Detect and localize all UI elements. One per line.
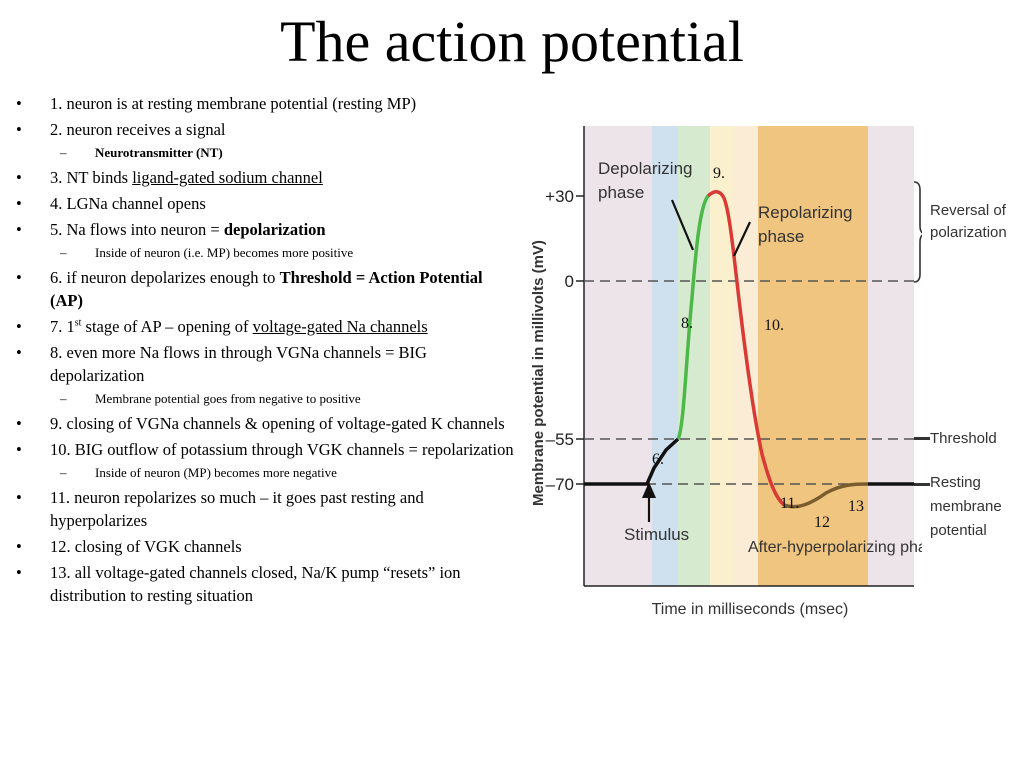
bullet-item: 11. neuron repolarizes so much – it goes… [16, 486, 516, 532]
bullet-item: 9. closing of VGNa channels & opening of… [16, 412, 516, 435]
step-label-13: 13 [848, 498, 864, 515]
after-hyperpolarizing-label: After-hyperpolarizing phase [748, 539, 922, 556]
bullet-text: 13. all voltage-gated channels closed, N… [50, 563, 461, 605]
after-hyperpolarizing-band [758, 126, 868, 586]
slide-title: The action potential [280, 9, 744, 74]
bullet-item: 5. Na flows into neuron = depolarization [16, 218, 516, 241]
bullet-item: 7. 1st stage of AP – opening of voltage-… [16, 315, 516, 338]
repolarizing-curve [722, 197, 786, 507]
stimulus-arrowhead [642, 482, 656, 498]
bullet-text: 9. closing of VGNa channels & opening of… [50, 414, 505, 433]
threshold-label: Threshold [930, 430, 997, 447]
step-label-10: 10. [764, 317, 784, 334]
bullet-item: 4. LGNa channel opens [16, 192, 516, 215]
sub-bullet-item: Neurotransmitter (NT) [16, 144, 516, 161]
step-label-12: 12 [814, 514, 830, 531]
step-label-11: 11. [780, 495, 799, 512]
bullet-text: 5. Na flows into neuron = [50, 220, 224, 239]
threshold-bar [914, 437, 930, 440]
y-axis-label: Membrane potential in millivolts (mV) [530, 240, 547, 506]
resting-bar [914, 483, 930, 486]
repolarizing-pointer [733, 221, 751, 257]
resting-curve [584, 437, 680, 486]
bullet-text: 8. even more Na flows in through VGNa ch… [50, 343, 427, 385]
depolarizing-label-line2: phase [598, 183, 644, 202]
after-hyperpolarizing-curve [783, 482, 869, 509]
bullet-text: depolarization [223, 220, 326, 239]
depolarizing-label-line1: Depolarizing [598, 159, 693, 178]
bullet-text: Threshold = Action Potential (AP) [50, 268, 483, 310]
bullet-item: 12. closing of VGK channels [16, 535, 516, 558]
reversal-label-line2: polarization [930, 224, 1007, 241]
bullet-text: 4. LGNa channel opens [50, 194, 206, 213]
tick-label-plus30: +30 [545, 187, 574, 206]
bullet-text: ligand-gated sodium channel [132, 168, 323, 187]
tick-label-minus55: –55 [546, 430, 574, 449]
stimulus-band [652, 126, 678, 586]
resting-label-line1: Resting [930, 474, 981, 491]
bullet-item: 3. NT binds ligand-gated sodium channel [16, 166, 516, 189]
repolarizing-label-line1: Repolarizing [758, 203, 853, 222]
reversal-brace [913, 181, 922, 283]
bullet-text: 7. 1 [50, 317, 75, 336]
step-label-8: 8. [681, 315, 693, 332]
peak-curve [706, 190, 726, 199]
sub-bullet-item: Inside of neuron (i.e. MP) becomes more … [16, 244, 516, 261]
resting-label-line2: membrane [930, 498, 1002, 515]
bullet-item: 13. all voltage-gated channels closed, N… [16, 561, 516, 607]
peak-band [710, 126, 734, 586]
bullet-text: Neurotransmitter (NT) [95, 145, 223, 160]
step-label-6: 6. [652, 451, 664, 468]
tick-label-0: 0 [565, 272, 574, 291]
sub-bullet-item: Membrane potential goes from negative to… [16, 390, 516, 407]
bullet-text: Inside of neuron (i.e. MP) becomes more … [95, 245, 354, 260]
depolarizing-pointer [670, 199, 695, 251]
bullet-text: Inside of neuron (MP) becomes more negat… [95, 465, 337, 480]
bullet-text: Membrane potential goes from negative to… [95, 391, 361, 406]
bullet-text: 12. closing of VGK channels [50, 537, 242, 556]
bullet-text: 10. BIG outflow of potassium through VGK… [50, 440, 514, 459]
bullet-text: stage of AP – opening of [81, 317, 253, 336]
tick-label-minus70: –70 [546, 475, 574, 494]
bullet-item: 6. if neuron depolarizes enough to Thres… [16, 266, 516, 312]
bullet-text: voltage-gated Na channels [252, 317, 428, 336]
bullet-item: 2. neuron receives a signal [16, 118, 516, 141]
right-labels: Reversal of polarization Threshold Resti… [930, 200, 1024, 539]
bullet-list: 1. neuron is at resting membrane potenti… [16, 92, 516, 610]
step-label-9: 9. [713, 165, 725, 182]
x-axis-label: Time in milliseconds (msec) [652, 601, 849, 618]
sub-bullet-item: Inside of neuron (MP) becomes more negat… [16, 464, 516, 481]
bullet-item: 1. neuron is at resting membrane potenti… [16, 92, 516, 115]
bullet-item: 10. BIG outflow of potassium through VGK… [16, 438, 516, 461]
bullet-text: 1. neuron is at resting membrane potenti… [50, 94, 417, 113]
repolarizing-label-line2: phase [758, 227, 804, 246]
bullet-text: 2. neuron receives a signal [50, 120, 226, 139]
depolarizing-band [678, 126, 710, 586]
bullet-text: 3. NT binds [50, 168, 133, 187]
bullet-item: 8. even more Na flows in through VGNa ch… [16, 341, 516, 387]
bullet-text: 6. if neuron depolarizes enough to [50, 268, 280, 287]
bullet-text: st [74, 317, 82, 329]
reversal-label-line1: Reversal of [930, 202, 1006, 219]
stimulus-label: Stimulus [624, 525, 689, 544]
depolarizing-curve [676, 194, 710, 440]
action-potential-diagram: +30 0 –55 –70 Membrane potential in mill… [530, 126, 922, 618]
bullet-text: 11. neuron repolarizes so much – it goes… [50, 488, 424, 530]
resting-label-line3: potential [930, 522, 987, 539]
